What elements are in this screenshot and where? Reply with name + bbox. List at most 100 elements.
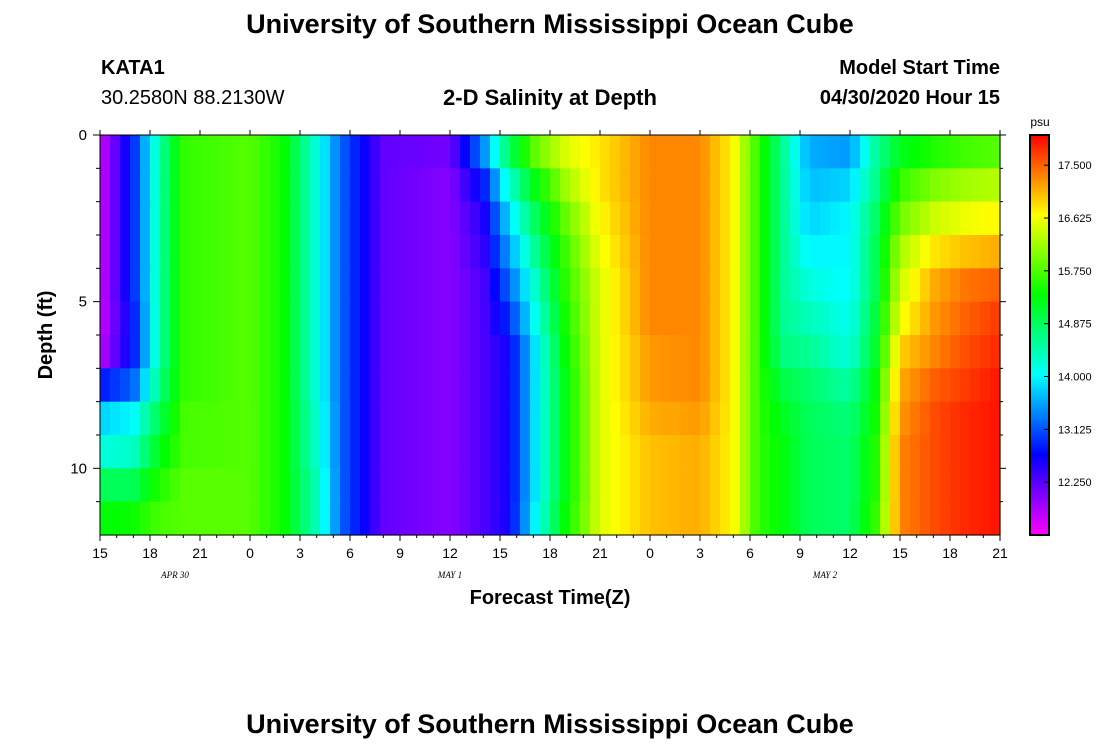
heatmap-cell [440,501,451,536]
heatmap-cell [340,301,351,336]
colorbar-swatch [1030,267,1049,271]
heatmap-cell [960,368,971,403]
heatmap-cell [990,435,1001,469]
heatmap-cell [920,468,931,503]
heatmap-cell [500,301,511,336]
heatmap-cell [640,135,651,169]
heatmap-cell [410,401,421,436]
heatmap-cell [770,468,781,503]
heatmap-cell [700,201,711,236]
heatmap-cell [700,435,711,469]
heatmap-cell [760,435,771,469]
heatmap-cell [390,468,401,503]
heatmap-cell [910,201,921,236]
colorbar-swatch [1030,222,1049,226]
heatmap-cell [750,135,761,169]
heatmap-cell [740,335,751,369]
heatmap-cell [380,368,391,403]
heatmap-cell [550,201,561,236]
heatmap-cell [790,335,801,369]
heatmap-cell [510,301,521,336]
heatmap-cell [420,301,431,336]
heatmap-cell [130,168,141,203]
heatmap-cell [100,335,111,369]
heatmap-cell [760,168,771,203]
heatmap-cell [230,201,241,236]
heatmap-cell [820,168,831,203]
heatmap-cell [970,335,981,369]
heatmap-cell [870,501,881,536]
heatmap-cell [400,401,411,436]
heatmap-cell [180,201,191,236]
heatmap-cell [800,368,811,403]
heatmap-cell [560,168,571,203]
colorbar-swatch [1030,210,1049,214]
heatmap-cell [120,268,131,303]
colorbar-swatch [1030,152,1049,156]
heatmap-cell [250,401,261,436]
heatmap-cell [820,435,831,469]
heatmap-cell [610,235,621,269]
heatmap-cell [390,268,401,303]
heatmap-cell [670,301,681,336]
colorbar-swatch [1030,495,1049,499]
heatmap-cell [310,435,321,469]
heatmap-cell [140,468,151,503]
colorbar-swatch [1030,390,1049,394]
heatmap-cell [940,201,951,236]
heatmap-cell [540,235,551,269]
heatmap-cell [370,368,381,403]
heatmap-cell [600,401,611,436]
heatmap-cell [790,268,801,303]
heatmap-cell [330,168,341,203]
heatmap-cell [290,301,301,336]
heatmap-cell [720,435,731,469]
heatmap-cell [790,135,801,169]
heatmap-cell [150,335,161,369]
heatmap-cell [590,468,601,503]
heatmap-cell [190,135,201,169]
heatmap-cell [830,135,841,169]
heatmap-cell [990,401,1001,436]
heatmap-cell [230,235,241,269]
heatmap-cell [830,268,841,303]
heatmap-cell [420,135,431,169]
heatmap-cell [430,268,441,303]
heatmap-cell [150,168,161,203]
heatmap-cell [990,368,1001,403]
heatmap-cell [850,268,861,303]
heatmap-cell [570,368,581,403]
heatmap-cell [920,201,931,236]
heatmap-cell [170,301,181,336]
heatmap-cell [920,335,931,369]
heatmap-cell [390,501,401,536]
heatmap-cell [850,201,861,236]
heatmap-cell [910,168,921,203]
colorbar-swatch [1030,247,1049,251]
heatmap-cell [180,268,191,303]
heatmap-cell [800,501,811,536]
heatmap-cell [840,468,851,503]
heatmap-cell [250,268,261,303]
heatmap-cell [440,168,451,203]
heatmap-cell [160,335,171,369]
heatmap-cell [350,435,361,469]
heatmap-cell [620,401,631,436]
heatmap-cell [460,468,471,503]
colorbar-swatch [1030,452,1049,456]
heatmap-cell [360,135,371,169]
heatmap-cell [380,201,391,236]
heatmap-cell [880,401,891,436]
heatmap-cell [450,301,461,336]
heatmap-cell [730,268,741,303]
heatmap-cell [820,368,831,403]
heatmap-cell [540,468,551,503]
heatmap-cell [180,368,191,403]
heatmap-cell [400,268,411,303]
heatmap-cell [740,201,751,236]
heatmap-cell [930,168,941,203]
heatmap-cell [670,335,681,369]
colorbar-swatch [1030,527,1049,531]
colorbar-swatch [1030,260,1049,264]
heatmap-cell [560,135,571,169]
